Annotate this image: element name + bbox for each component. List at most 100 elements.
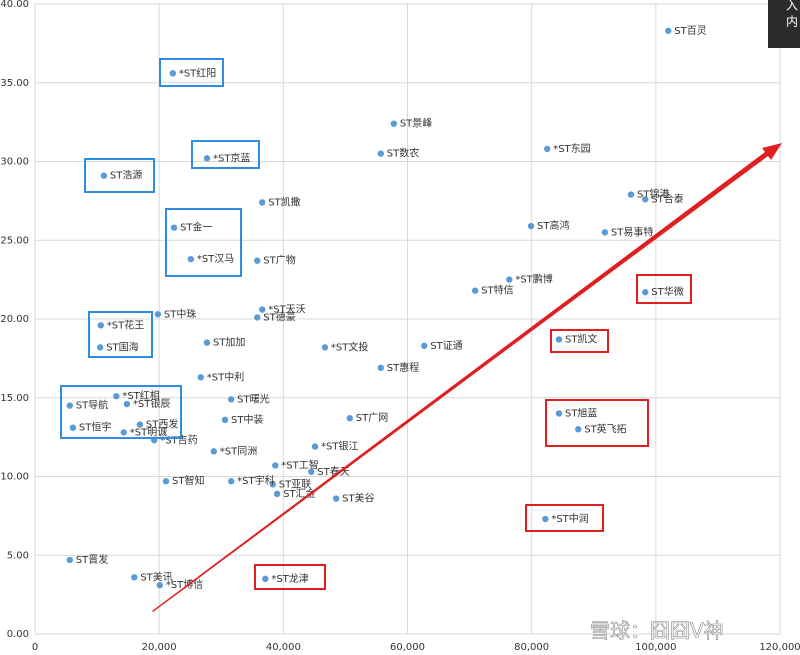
point-label: ST金一: [180, 221, 212, 234]
point-label: *ST京蓝: [213, 151, 250, 164]
y-tick-label: 10.00: [0, 472, 29, 483]
y-tick-label: 40.00: [0, 0, 29, 10]
point: [259, 306, 266, 313]
point: [377, 150, 385, 157]
point-label: ST特信: [481, 285, 513, 297]
point-label: *ST明诚: [130, 426, 167, 438]
point: [346, 415, 353, 422]
point-label: *ST中利: [207, 370, 244, 383]
point-label: ST导航: [76, 399, 108, 412]
point-label: ST证通: [430, 340, 462, 352]
point-label: *ST银辰: [133, 397, 170, 410]
point-label: ST百灵: [674, 25, 706, 37]
point: [272, 462, 279, 469]
x-tick-label: 20,000: [142, 642, 177, 653]
point-label: ST中装: [231, 413, 263, 426]
x-tick-label: 120,000: [759, 642, 800, 653]
point: [96, 344, 104, 351]
point: [162, 478, 170, 485]
watermark: 雪球：囧囧V神: [590, 619, 724, 643]
point: [66, 402, 73, 409]
point: [136, 421, 144, 428]
point-label: *ST宇科: [237, 474, 274, 487]
y-tick-label: 30.00: [0, 157, 29, 168]
point: [154, 311, 162, 318]
point: [221, 416, 229, 423]
point-label: ST易事特: [611, 225, 653, 238]
point: [170, 224, 178, 231]
point-label: *ST银江: [321, 440, 358, 453]
point-label: ST合泰: [651, 192, 683, 205]
point: [273, 490, 281, 498]
point-label: ST国海: [106, 340, 138, 353]
point: [555, 410, 563, 417]
point-label: ST凯撒: [268, 195, 300, 208]
x-tick-label: 0: [32, 642, 38, 653]
tooltip: [768, 0, 800, 48]
point: [66, 556, 73, 564]
point: [259, 199, 266, 206]
box: [88, 311, 153, 358]
point-label: *ST红相: [122, 389, 159, 402]
annotations: [60, 58, 692, 590]
point: [169, 70, 177, 77]
point: [471, 287, 479, 294]
y-tick-label: 5.00: [7, 550, 29, 561]
point-label: ST浩源: [110, 169, 142, 182]
tooltip-text: 入: [786, 0, 798, 13]
point: [527, 222, 535, 230]
point: [97, 322, 105, 329]
point-label: ST晋发: [76, 553, 108, 566]
point: [421, 342, 428, 349]
point: [665, 27, 672, 34]
point-label: ST旭蓝: [565, 408, 597, 420]
point-label: ST数农: [387, 147, 419, 160]
point: [269, 481, 276, 488]
point-label: ST华微: [651, 285, 683, 298]
point-label: ST美谷: [342, 492, 374, 505]
point: [555, 336, 563, 343]
point: [575, 426, 582, 433]
point: [627, 191, 635, 198]
point-label: ST景峰: [400, 118, 432, 130]
point: [69, 424, 77, 431]
point-label: ST亚联: [279, 478, 311, 490]
box: [545, 399, 649, 447]
point-label: ST加加: [213, 337, 245, 349]
tooltip-text: 内: [786, 15, 798, 29]
point-label: ST智知: [172, 474, 204, 487]
point: [203, 155, 211, 162]
point: [642, 196, 649, 203]
point-label: ST惠程: [387, 361, 419, 374]
y-tick-label: 25.00: [0, 235, 29, 246]
point-label: *ST东园: [553, 142, 590, 155]
point-label: ST美讯: [140, 570, 172, 583]
point-label: *ST花王: [107, 318, 144, 331]
point: [377, 364, 385, 372]
point: [227, 396, 235, 403]
point: [642, 289, 649, 296]
box: [165, 208, 242, 277]
box: [636, 274, 692, 304]
point: [187, 255, 195, 263]
point: [321, 344, 329, 351]
point-label: ST德豪: [263, 310, 295, 323]
point: [308, 468, 315, 475]
point-label: *ST文投: [331, 340, 368, 353]
point: [197, 374, 204, 381]
point: [543, 145, 551, 153]
point: [542, 515, 549, 523]
point-label: *ST工智: [281, 458, 318, 471]
point: [254, 314, 261, 321]
point-label: ST英飞拓: [584, 422, 626, 435]
point: [131, 574, 138, 581]
point: [254, 257, 261, 264]
box: [84, 158, 155, 193]
point: [262, 575, 269, 583]
point-label: ST恒宇: [79, 421, 111, 434]
x-tick-label: 100,000: [635, 642, 676, 653]
point: [210, 448, 217, 455]
box: [60, 385, 182, 439]
